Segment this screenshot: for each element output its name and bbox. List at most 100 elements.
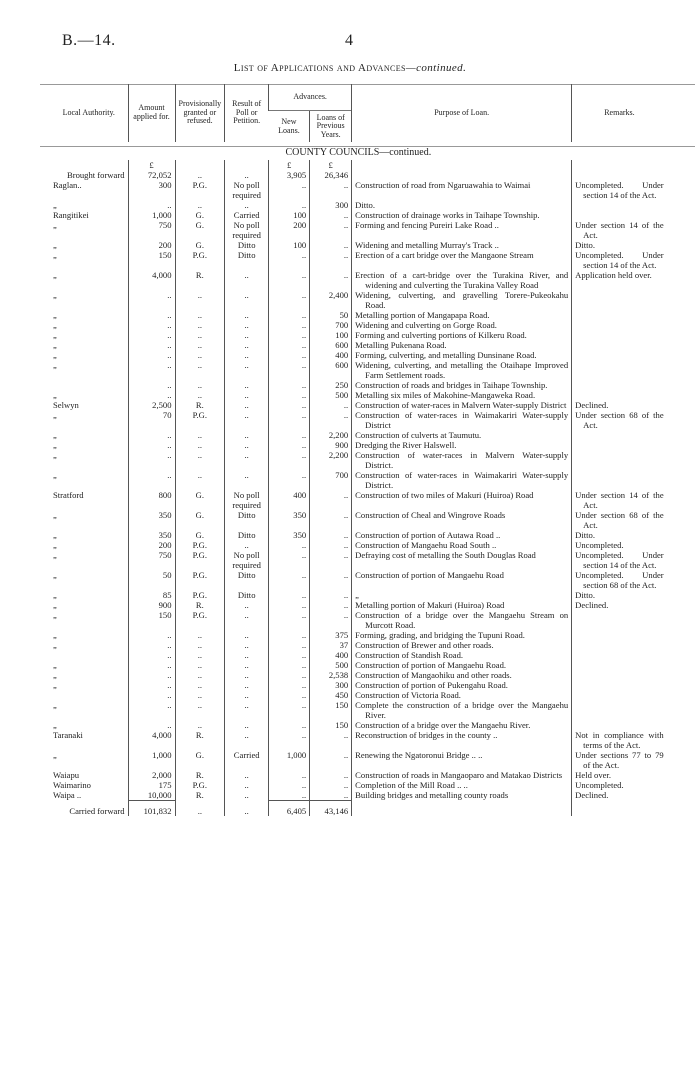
cell-authority: „ [50, 430, 128, 440]
table-row: „ 750 G. No poll required 200.. Forming and f… [50, 220, 667, 240]
cell-previous: 37 [309, 640, 352, 650]
cell-amount: .. [127, 380, 175, 390]
cell-purpose: Construction of portion of Mangaehu Road [351, 570, 572, 590]
cell-result: Ditto [224, 570, 269, 590]
cell-result: .. [224, 610, 269, 630]
cell-new-loans: .. [268, 450, 310, 470]
cell-amount: 300 [127, 180, 175, 200]
cell-remarks: Under sections 77 to 79 of the Act. [571, 750, 667, 770]
cell-new-loans: .. [268, 650, 310, 660]
cell-purpose: Erection of a cart-bridge over the Turak… [351, 270, 572, 290]
cell-previous: 300 [309, 680, 352, 690]
cell-previous: .. [309, 750, 352, 770]
table-row: ........ 450 Construction of Victoria Road… [50, 690, 667, 700]
cell-provisional: P.G. [174, 180, 225, 200]
col-local-authority: Local Authority. [62, 107, 115, 117]
cell-purpose: Complete the construction of a bridge ov… [351, 700, 572, 720]
cell-amount: .. [127, 660, 175, 670]
cell-new-loans: .. [268, 770, 310, 780]
cell-provisional: .. [174, 650, 225, 660]
cell-new-loans: 400 [268, 490, 310, 510]
cell-result: Ditto [224, 530, 269, 540]
cell-remarks [571, 450, 667, 470]
cell-provisional: .. [174, 670, 225, 680]
cell-provisional: R. [174, 270, 225, 290]
cell-result: .. [224, 390, 269, 400]
cell-amount: 150 [127, 250, 175, 270]
cell-authority: „ [50, 630, 128, 640]
table-row: „........ 500 Construction of portion of M… [50, 660, 667, 670]
authority-name: „ [53, 330, 57, 340]
cell-amount: 200 [127, 240, 175, 250]
authority-name: „ [53, 430, 57, 440]
cell-previous: .. [309, 730, 352, 750]
cell-authority: „ [50, 610, 128, 630]
cell-purpose: Construction of Victoria Road. [351, 690, 572, 700]
cell-amount: .. [127, 200, 175, 210]
page-number: 4 [345, 32, 353, 49]
cell-remarks [571, 350, 667, 360]
cell-remarks [571, 610, 667, 630]
cell-provisional: .. [174, 350, 225, 360]
cell-amount: 150 [127, 610, 175, 630]
authority-name: „ [53, 440, 57, 450]
authority-name: Stratford [53, 490, 84, 500]
applications-table: Local Authority. Amount applied for. Pro… [50, 84, 667, 816]
cell-new-loans: .. [268, 360, 310, 380]
table-row: „ 200 G. Ditto 100.. Widening and metalling M… [50, 240, 667, 250]
cell-previous: 150 [309, 720, 352, 730]
cell-authority: „ [50, 360, 128, 380]
cell-previous: 150 [309, 700, 352, 720]
table-row: „........ 600 Metalling Pukenana Road. [50, 340, 667, 350]
cell-remarks [571, 320, 667, 330]
cell-amount: 4,000 [127, 270, 175, 290]
authority-name: „ [53, 350, 57, 360]
cell-new-loans: .. [268, 290, 310, 310]
cell-purpose: Construction of portion of Autawa Road .… [351, 530, 572, 540]
authority-name: „ [53, 290, 57, 300]
carried-forward-previous: 43,146 [309, 800, 352, 816]
cell-amount: .. [127, 320, 175, 330]
cell-new-loans: .. [268, 390, 310, 400]
cell-remarks [571, 660, 667, 670]
cell-previous: 2,200 [309, 430, 352, 440]
table-row: „........ 600 Widening, culverting, and me… [50, 360, 667, 380]
table-row: „........ 2,200 Construction of culverts a… [50, 430, 667, 440]
col-new-loans: New Loans. [268, 110, 310, 142]
cell-authority: „ [50, 720, 128, 730]
cell-previous: .. [309, 490, 352, 510]
cell-purpose: Completion of the Mill Road .. .. [351, 780, 572, 790]
authority-name: „ [53, 390, 57, 400]
cell-previous: .. [309, 570, 352, 590]
cell-provisional: .. [174, 690, 225, 700]
cell-result: .. [224, 600, 269, 610]
cell-previous: 100 [309, 330, 352, 340]
authority-name: „ [53, 270, 57, 280]
cell-amount: .. [127, 430, 175, 440]
cell-result: .. [224, 680, 269, 690]
cell-result: .. [224, 440, 269, 450]
page-title: List of Applications and Advances—contin… [0, 62, 700, 74]
cell-provisional: .. [174, 360, 225, 380]
cell-amount: .. [127, 340, 175, 350]
cell-previous: .. [309, 510, 352, 530]
authority-name: „ [53, 320, 57, 330]
carried-forward-row: Carried forward 101,832 .. .. 6,405 43,1… [50, 800, 667, 816]
cell-provisional: P.G. [174, 250, 225, 270]
cell-new-loans: .. [268, 200, 310, 210]
table-row: „........ 2,200 Construction of water-race… [50, 450, 667, 470]
cell-remarks: Ditto. [571, 590, 667, 600]
cell-purpose: Forming, culverting, and metalling Dunsi… [351, 350, 572, 360]
cell-result: .. [224, 670, 269, 680]
cell-previous: 250 [309, 380, 352, 390]
table-row: „........ 150 Complete the construction of… [50, 700, 667, 720]
cell-amount: .. [127, 680, 175, 690]
authority-name: „ [53, 530, 57, 540]
cell-result: Carried [224, 210, 269, 220]
cell-new-loans: .. [268, 720, 310, 730]
cell-provisional: .. [174, 700, 225, 720]
report-reference: B.—14. [62, 32, 116, 49]
cell-purpose: Widening and metalling Murray's Track .. [351, 240, 572, 250]
table-row: „........ 50 Metalling portion of Mangapap… [50, 310, 667, 320]
